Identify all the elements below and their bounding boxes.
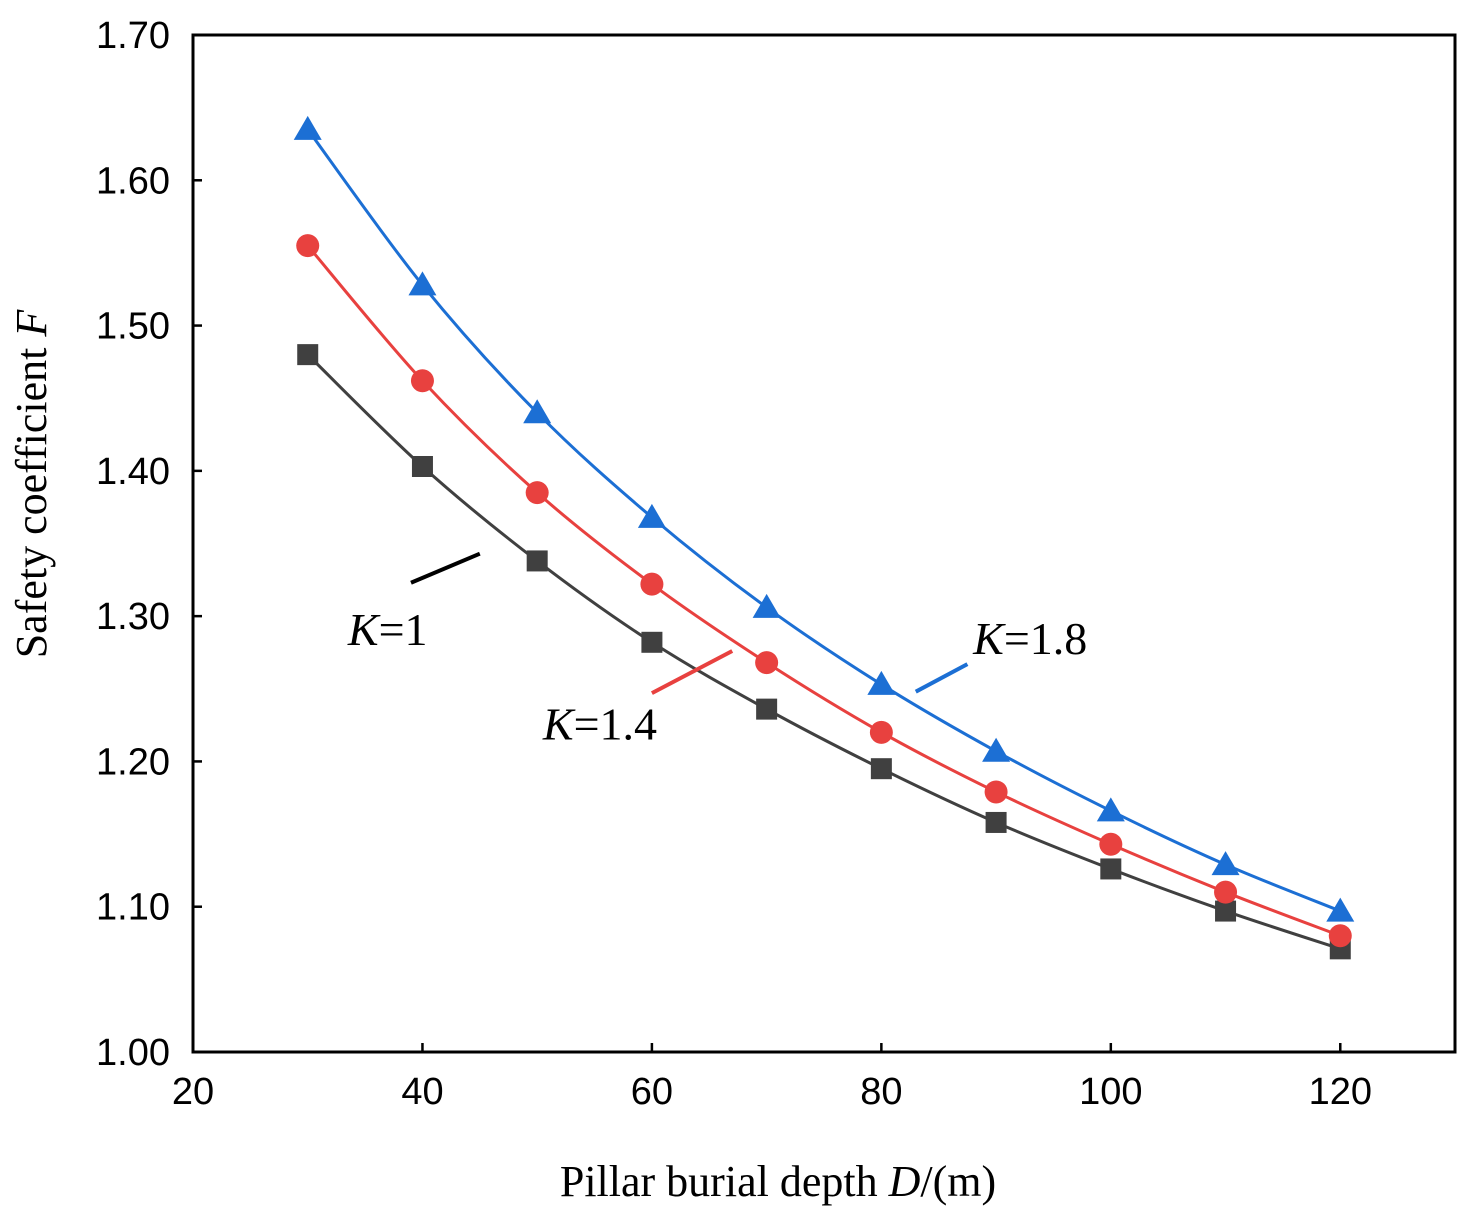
- x-tick-label-2: 60: [631, 1071, 673, 1113]
- series-0-marker-7: [1100, 858, 1122, 880]
- x-tick-label-3: 80: [860, 1071, 902, 1113]
- series-0-marker-2: [526, 550, 548, 572]
- series-0-label: K=1: [347, 604, 428, 655]
- series-0-label-eq: =1: [379, 604, 428, 655]
- y-tick-label-4: 1.40: [96, 451, 170, 493]
- x-tick-label-0: 20: [172, 1071, 214, 1113]
- series-0-marker-4: [756, 698, 778, 720]
- x-axis-title: Pillar burial depth D/(m): [560, 1157, 996, 1206]
- series-1-marker-4: [755, 651, 779, 675]
- series-1-marker-0: [296, 234, 320, 258]
- series-1-marker-5: [869, 720, 893, 744]
- annotation-layer: K=1K=1.4K=1.8: [347, 551, 1087, 750]
- series-2-marker-9: [1326, 897, 1355, 922]
- y-tick-label-1: 1.10: [96, 887, 170, 929]
- series-1-marker-8: [1214, 880, 1238, 904]
- axes-layer: 1.00 1.10 1.20 1.30 1.40 1.50 1.60 1.70 20 40 60 80…: [96, 15, 1457, 1113]
- x-tick-label-5: 120: [1309, 1071, 1372, 1113]
- series-line-1: [306, 244, 1341, 938]
- series-line-0: [306, 353, 1341, 951]
- series-1-label: K=1.4: [542, 699, 657, 750]
- series-0-marker-1: [411, 455, 433, 477]
- y-tick-label-7: 1.70: [96, 15, 170, 57]
- y-tick-label-6: 1.60: [96, 160, 170, 202]
- series-line-2: [306, 128, 1341, 913]
- series-1-marker-2: [525, 481, 549, 505]
- series-2-label: K=1.8: [972, 613, 1087, 664]
- series-0-marker-6: [985, 811, 1007, 833]
- series-2-marker-1: [408, 271, 437, 296]
- series-1: [296, 234, 1352, 948]
- x-tick-label-1: 40: [401, 1071, 443, 1113]
- series-2-marker-6: [982, 737, 1011, 762]
- series-2-marker-2: [523, 399, 552, 424]
- series-layer: [293, 115, 1355, 960]
- series-2-label-var: K: [972, 613, 1006, 664]
- series-1-marker-6: [984, 780, 1008, 804]
- series-0-label-var: K: [347, 604, 381, 655]
- series-1-label-eq: =1.4: [574, 699, 657, 750]
- y-tick-label-0: 1.00: [96, 1032, 170, 1074]
- series-1-marker-3: [640, 572, 664, 596]
- series-1-leader: [650, 649, 734, 695]
- plot-frame: [191, 33, 1457, 1054]
- series-2-marker-5: [867, 670, 896, 695]
- y-axis-title: Safety coefficient F: [7, 309, 56, 659]
- series-0-marker-8: [1215, 900, 1237, 922]
- x-tick-label-4: 100: [1079, 1071, 1142, 1113]
- series-2-marker-3: [637, 503, 666, 528]
- y-tick-label-2: 1.20: [96, 741, 170, 783]
- series-1-marker-9: [1328, 924, 1352, 948]
- series-1-marker-1: [410, 369, 434, 393]
- series-2-label-eq: =1.8: [1004, 613, 1087, 664]
- series-0-marker-5: [870, 758, 892, 780]
- y-tick-label-3: 1.30: [96, 596, 170, 638]
- series-0-leader: [410, 551, 481, 585]
- series-0: [297, 344, 1351, 960]
- series-2: [293, 115, 1355, 922]
- series-2-leader: [914, 662, 969, 694]
- series-1-label-var: K: [542, 699, 576, 750]
- series-0-marker-3: [641, 631, 663, 653]
- series-1-marker-7: [1099, 832, 1123, 856]
- series-2-marker-7: [1096, 797, 1125, 822]
- y-tick-label-5: 1.50: [96, 306, 170, 348]
- series-2-marker-8: [1211, 851, 1240, 876]
- series-2-marker-0: [293, 115, 322, 140]
- series-0-marker-0: [297, 344, 319, 366]
- series-2-marker-4: [752, 593, 781, 618]
